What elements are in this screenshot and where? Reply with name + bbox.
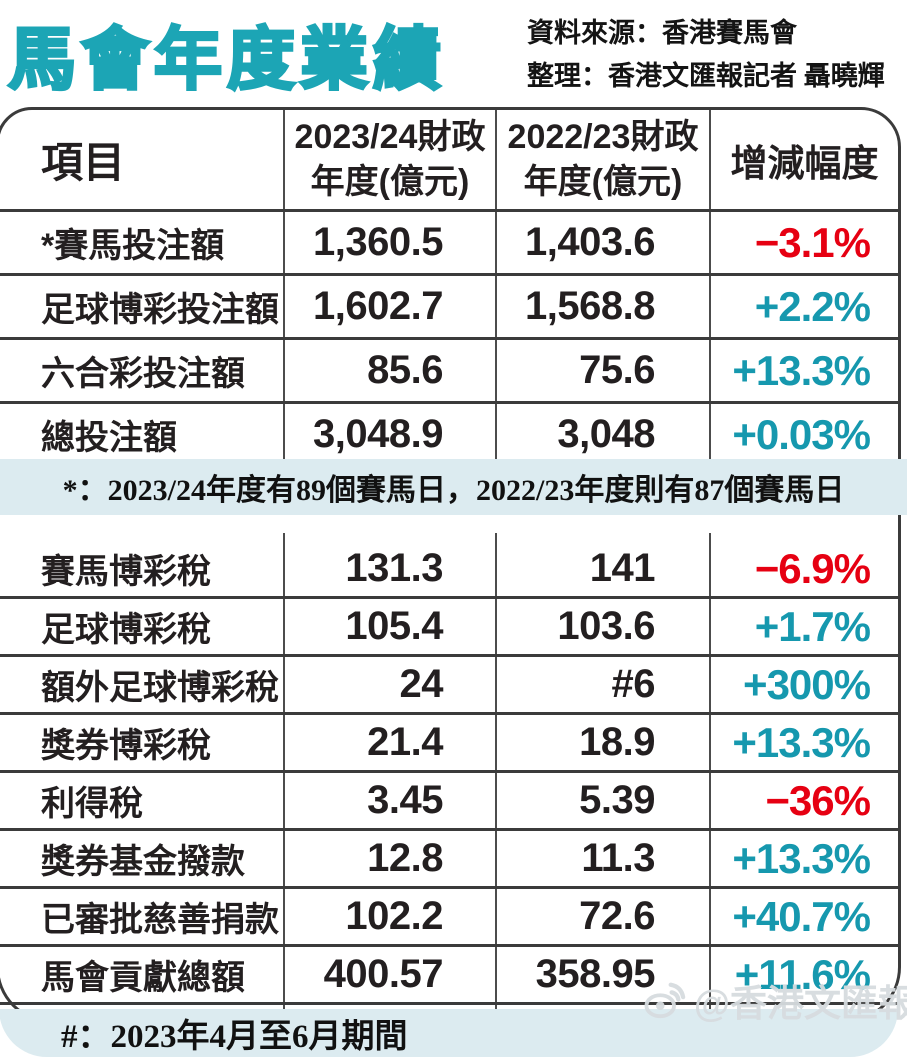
row-label: *賽馬投注額 (0, 212, 285, 273)
table-row: 獎券博彩稅 21.4 18.9 +13.3% (0, 715, 898, 773)
table-row: *賽馬投注額 1,360.5 1,403.6 −3.1% (0, 212, 898, 276)
row-label: 賽馬博彩稅 (0, 541, 285, 596)
row-value-fy2022-23: 1,568.8 (497, 276, 711, 337)
row-value-fy2023-24: 21.4 (285, 715, 497, 770)
row-label: 足球博彩投注額 (0, 276, 285, 337)
table-row: 獎券基金撥款 12.8 11.3 +13.3% (0, 831, 898, 889)
row-label: 獎券基金撥款 (0, 831, 285, 886)
row-change: −36% (765, 776, 871, 824)
row-value-fy2022-23: 103.6 (497, 599, 711, 654)
row-value-fy2022-23: 141 (497, 541, 711, 596)
source-line: 資料來源：香港賽馬會 (527, 18, 797, 48)
row-label: 足球博彩稅 (0, 599, 285, 654)
table-header-row: 項目 2023/24財政 年度(億元) 2022/23財政 年度(億元) 增減幅度 (0, 110, 898, 212)
header-fy2022-23: 2022/23財政 年度(億元) (497, 110, 711, 209)
row-change: +1.7% (754, 602, 871, 650)
row-label: 利得稅 (0, 773, 285, 828)
row-change: +2.2% (754, 282, 871, 330)
table-row: 已審批慈善捐款 102.2 72.6 +40.7% (0, 889, 898, 947)
row-value-fy2022-23: 5.39 (497, 773, 711, 828)
row-change: +13.3% (732, 718, 871, 766)
table-row: 馬會貢獻總額 400.57 358.95 +11.6% (0, 947, 898, 1005)
row-value-fy2023-24: 1,602.7 (285, 276, 497, 337)
row-value-fy2023-24: 105.4 (285, 599, 497, 654)
row-value-fy2022-23: 3,048 (497, 404, 711, 465)
row-value-fy2022-23: 1,403.6 (497, 212, 711, 273)
row-label: 總投注額 (0, 404, 285, 465)
weibo-icon (642, 980, 688, 1020)
row-label: 六合彩投注額 (0, 340, 285, 401)
table-row: 額外足球博彩稅 24 #6 +300% (0, 657, 898, 715)
page-title: 馬會年度業績 (6, 21, 447, 100)
watermark-handle: @香港文匯報 (693, 983, 907, 1024)
row-value-fy2023-24: 12.8 (285, 831, 497, 886)
row-value-fy2022-23: 75.6 (497, 340, 711, 401)
row-change: +300% (743, 660, 871, 708)
row-value-fy2023-24: 24 (285, 657, 497, 712)
row-value-fy2022-23: 18.9 (497, 715, 711, 770)
row-value-fy2023-24: 400.57 (285, 947, 497, 1002)
editor-line: 整理：香港文匯報記者 聶曉輝 (527, 61, 885, 92)
header-item: 項目 (0, 110, 285, 209)
table-row: 六合彩投注額 85.6 75.6 +13.3% (0, 340, 898, 404)
race-day-note-band: *：2023/24年度有89個賽馬日，2022/23年度則有87個賽馬日 (0, 459, 907, 515)
footnote-text: #：2023年4月至6月期間 (61, 1019, 408, 1055)
row-change: +0.03% (732, 410, 871, 458)
header-fy2023-24: 2023/24財政 年度(億元) (285, 110, 497, 209)
table-row: 足球博彩稅 105.4 103.6 +1.7% (0, 599, 898, 657)
row-change: −3.1% (754, 218, 871, 266)
row-change: +13.3% (732, 346, 871, 394)
row-change: +11.6% (734, 950, 871, 998)
row-value-fy2023-24: 131.3 (285, 541, 497, 596)
row-value-fy2023-24: 1,360.5 (285, 212, 497, 273)
race-day-note-text: *：2023/24年度有89個賽馬日，2022/23年度則有87個賽馬日 (62, 474, 845, 507)
attribution-block: 資料來源：香港賽馬會 整理：香港文匯報記者 聶曉輝 (527, 12, 885, 98)
row-change: +40.7% (732, 892, 871, 940)
table-row: 足球博彩投注額 1,602.7 1,568.8 +2.2% (0, 276, 898, 340)
row-label: 獎券博彩稅 (0, 715, 285, 770)
row-label: 馬會貢獻總額 (0, 947, 285, 1002)
row-value-fy2022-23: 72.6 (497, 889, 711, 944)
row-change: −6.9% (754, 544, 871, 592)
row-label: 額外足球博彩稅 (0, 657, 285, 712)
results-table: 項目 2023/24財政 年度(億元) 2022/23財政 年度(億元) 增減幅度 … (0, 107, 901, 1057)
row-value-fy2022-23: #6 (497, 657, 711, 712)
row-label: 已審批慈善捐款 (0, 889, 285, 944)
table-row: 賽馬博彩稅 131.3 141 −6.9% (0, 541, 898, 599)
row-value-fy2022-23: 358.95 (497, 947, 711, 1002)
watermark: @香港文匯報 (642, 973, 907, 1027)
row-value-fy2023-24: 85.6 (285, 340, 497, 401)
row-value-fy2023-24: 3,048.9 (285, 404, 497, 465)
footer-gap (0, 1005, 898, 1009)
row-change: +13.3% (732, 834, 871, 882)
band-gap-bottom (0, 533, 898, 541)
header-change: 增減幅度 (730, 142, 879, 184)
row-value-fy2023-24: 102.2 (285, 889, 497, 944)
table-row: 利得稅 3.45 5.39 −36% (0, 773, 898, 831)
row-value-fy2023-24: 3.45 (285, 773, 497, 828)
row-value-fy2022-23: 11.3 (497, 831, 711, 886)
